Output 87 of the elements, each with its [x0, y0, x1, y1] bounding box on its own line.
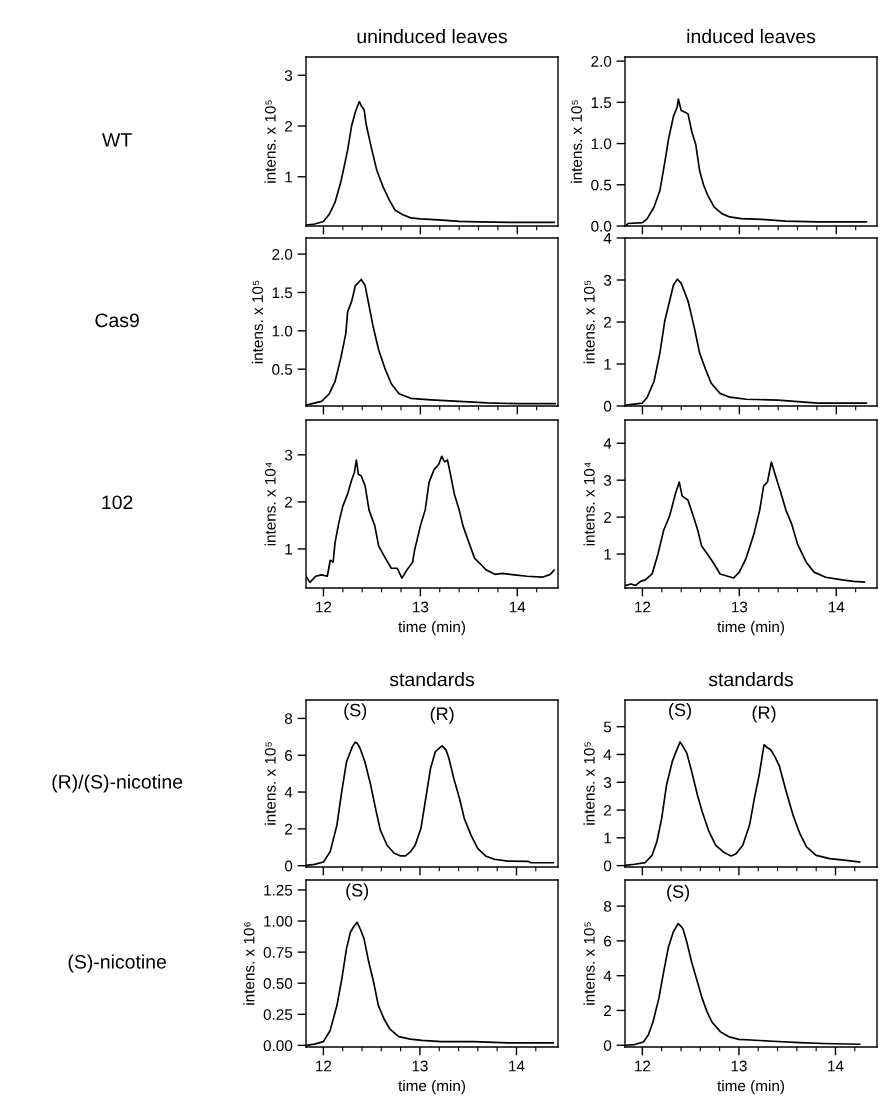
- y-axis-title: intens. x 10⁵: [264, 100, 276, 183]
- chart-title: uninduced leaves: [357, 29, 507, 44]
- y-tick-label: 0: [603, 1040, 612, 1051]
- annotation: (S): [344, 703, 367, 721]
- x-tick-label: 13: [412, 1060, 428, 1072]
- y-tick-label: 1: [604, 549, 612, 560]
- y-tick-label: 4: [603, 749, 612, 760]
- x-axis-title: time (min): [717, 620, 784, 636]
- x-tick-label: 13: [732, 601, 748, 613]
- y-tick-label: 0.75: [263, 946, 293, 958]
- y-tick-label: 0.00: [263, 1040, 293, 1052]
- y-axis-title: intens. x 10⁴: [264, 462, 276, 546]
- text: (S)-nicotine: [68, 954, 166, 973]
- y-tick-label: 1: [604, 832, 612, 844]
- y-axis-title: intens. x 10⁵: [251, 280, 263, 364]
- y-tick-label: 4: [284, 787, 293, 798]
- y-tick-label: 3: [603, 274, 612, 286]
- text: 102: [102, 495, 133, 510]
- annotation: (S): [346, 883, 369, 901]
- y-tick-label: 1: [285, 171, 293, 183]
- y-tick-label: 1: [285, 543, 293, 555]
- y-tick-label: 8: [603, 900, 612, 912]
- annotation: (R): [430, 706, 454, 724]
- y-tick-label: 2.0: [591, 55, 612, 67]
- y-tick-label: 6: [604, 935, 612, 947]
- y-tick-label: 1.0: [591, 138, 612, 150]
- x-tick-label: 12: [316, 1060, 332, 1072]
- x-tick-label: 13: [413, 601, 429, 613]
- y-tick-label: 1.0: [272, 325, 293, 337]
- text: Cas9: [95, 313, 139, 328]
- y-tick-label: 4: [603, 438, 612, 449]
- y-axis-title: intens. x 10⁵: [570, 100, 582, 183]
- y-tick-label: 2.0: [272, 248, 293, 260]
- y-tick-label: 2: [285, 496, 293, 508]
- y-tick-label: 2: [604, 1005, 612, 1016]
- x-tick-label: 12: [635, 601, 651, 613]
- y-tick-label: 1: [604, 359, 612, 370]
- annotation: (R): [752, 705, 776, 723]
- y-tick-label: 1.25: [264, 884, 293, 896]
- x-tick-label: 12: [635, 1060, 651, 1072]
- y-tick-label: 0: [603, 860, 612, 872]
- chart-title: induced leaves: [687, 29, 816, 44]
- x-axis-title: time (min): [398, 620, 465, 636]
- y-tick-label: 2: [604, 804, 612, 816]
- chart-title: standards: [708, 672, 793, 687]
- y-tick-label: 1.5: [591, 97, 612, 109]
- y-tick-label: 4: [603, 233, 612, 244]
- y-tick-label: 8: [284, 713, 293, 725]
- y-tick-label: 6: [285, 750, 293, 761]
- x-tick-label: 13: [731, 1060, 747, 1072]
- x-tick-label: 14: [509, 1060, 525, 1072]
- y-tick-label: 2: [285, 120, 293, 132]
- y-tick-label: 0: [603, 400, 612, 412]
- y-tick-label: 2: [604, 316, 612, 328]
- x-tick-label: 12: [316, 601, 332, 613]
- y-tick-label: 2: [604, 511, 612, 523]
- y-tick-label: 3: [284, 449, 293, 461]
- annotation: (S): [667, 884, 690, 902]
- chart-title: standards: [389, 672, 474, 687]
- y-axis-title: intens. x 10⁵: [583, 742, 595, 825]
- y-tick-label: 3: [603, 777, 612, 788]
- y-tick-label: 0.25: [263, 1009, 293, 1020]
- y-tick-label: 0.0: [591, 220, 612, 232]
- x-axis-title: time (min): [717, 1079, 784, 1095]
- x-axis-title: time (min): [398, 1079, 465, 1095]
- y-axis-title: intens. x 10⁵: [264, 742, 276, 825]
- y-tick-label: 2: [285, 823, 293, 835]
- y-tick-label: 3: [284, 70, 293, 81]
- y-axis-title: intens. x 10⁵: [583, 280, 595, 364]
- y-tick-label: 5: [603, 721, 612, 733]
- y-tick-label: 0: [284, 860, 293, 872]
- text: WT: [102, 133, 132, 147]
- y-tick-label: 1.00: [264, 915, 293, 927]
- y-tick-label: 1.5: [272, 287, 293, 299]
- x-tick-label: 14: [828, 601, 845, 613]
- x-tick-label: 14: [509, 601, 526, 613]
- text: (R)/(S)-nicotine: [52, 774, 183, 793]
- x-tick-label: 14: [828, 1060, 844, 1072]
- y-axis-title: intens. x 10⁶: [243, 922, 255, 1005]
- y-tick-label: 0.5: [591, 179, 612, 191]
- annotation: (S): [669, 702, 691, 720]
- y-tick-label: 0.50: [263, 978, 293, 989]
- y-tick-label: 3: [603, 475, 612, 486]
- y-axis-title: intens. x 10⁵: [583, 922, 595, 1005]
- y-axis-title: intens. x 10⁴: [583, 462, 595, 546]
- y-tick-label: 0.5: [272, 364, 293, 375]
- y-tick-label: 4: [603, 970, 612, 982]
